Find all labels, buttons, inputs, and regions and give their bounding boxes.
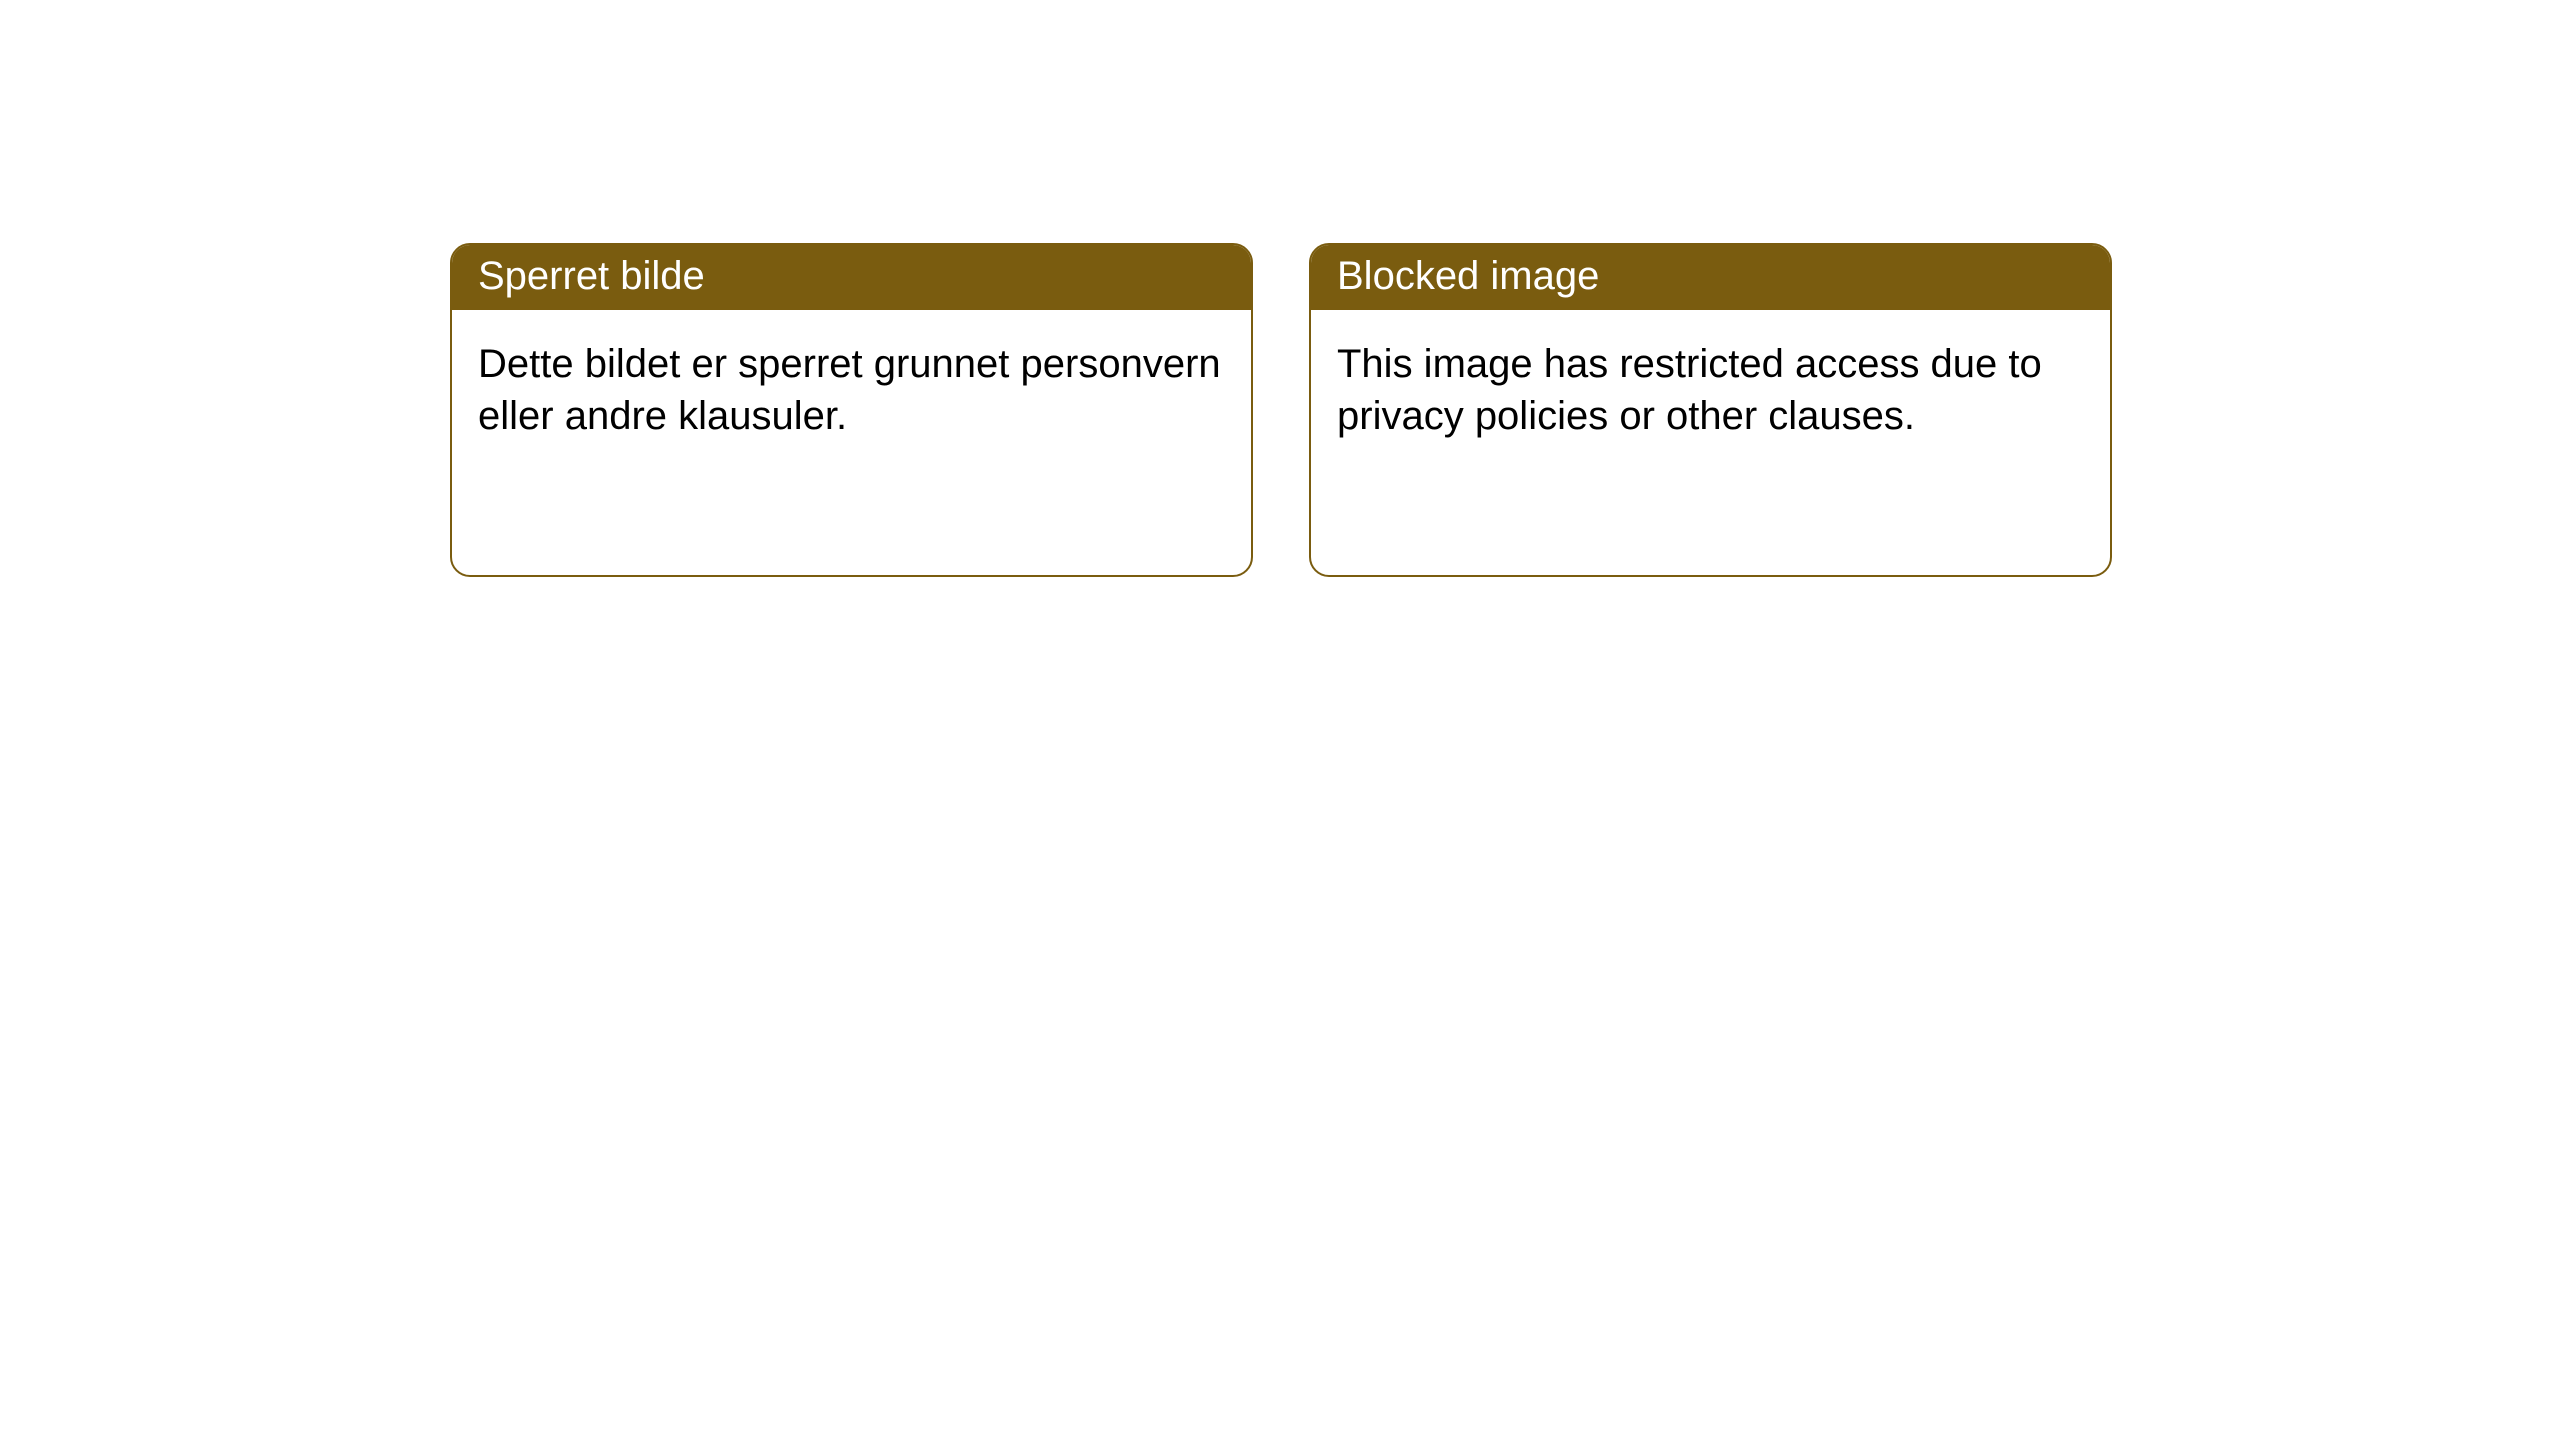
card-header: Blocked image: [1311, 245, 2110, 310]
card-header: Sperret bilde: [452, 245, 1251, 310]
card-body: Dette bildet er sperret grunnet personve…: [452, 310, 1251, 470]
notice-cards-container: Sperret bilde Dette bildet er sperret gr…: [450, 243, 2560, 577]
card-body: This image has restricted access due to …: [1311, 310, 2110, 470]
notice-card-english: Blocked image This image has restricted …: [1309, 243, 2112, 577]
notice-card-norwegian: Sperret bilde Dette bildet er sperret gr…: [450, 243, 1253, 577]
